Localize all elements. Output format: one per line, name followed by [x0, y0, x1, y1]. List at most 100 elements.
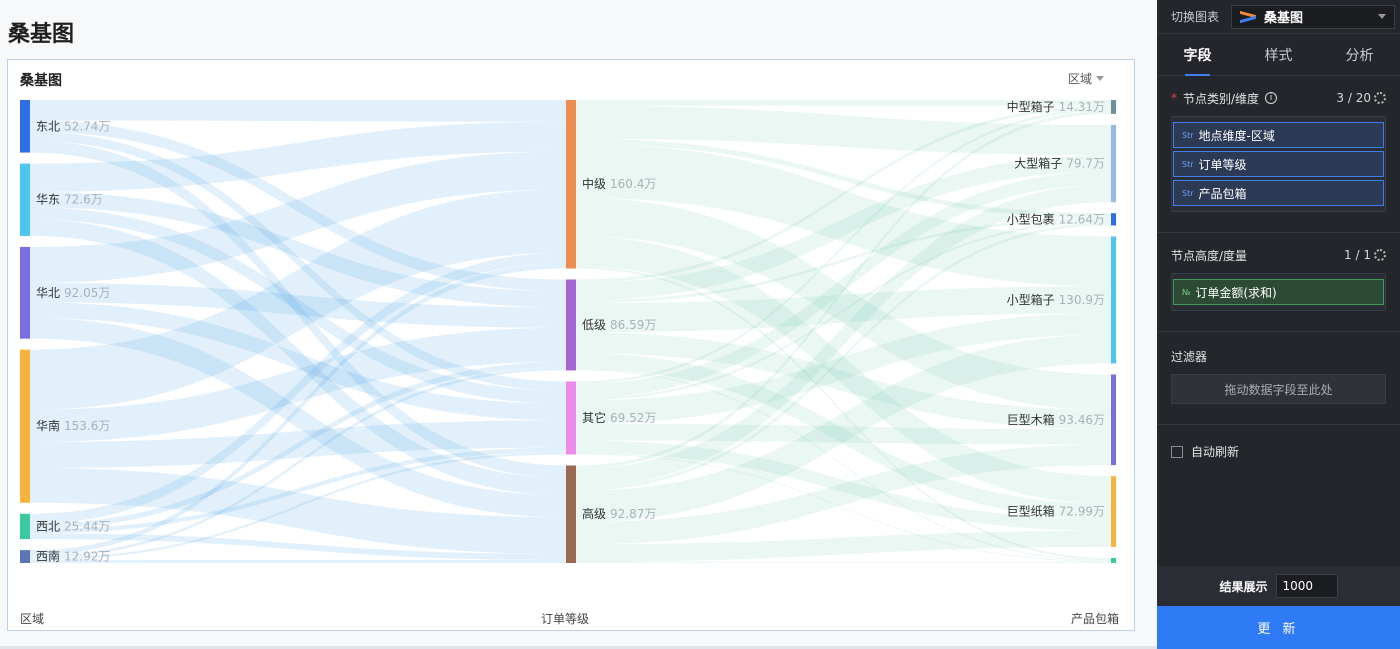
sankey-node-value: 12.92万: [64, 550, 110, 564]
sankey-node-name: 其它: [582, 410, 606, 425]
sankey-node-name: 华南: [36, 418, 60, 433]
sankey-link: [30, 367, 566, 558]
sankey-node-name: 西南: [36, 549, 60, 564]
measure-count: 1 / 1: [1344, 248, 1371, 262]
sankey-node-value: 92.87万: [610, 507, 656, 521]
result-display-label: 结果展示: [1219, 579, 1268, 594]
sankey-link: [576, 171, 1111, 399]
sankey-node-label: 小型包裹 12.64万: [1007, 211, 1105, 226]
sankey-node-value: 12.64万: [1059, 212, 1105, 226]
tab-analysis[interactable]: 分析: [1345, 47, 1374, 64]
sankey-node-name: 中级: [582, 176, 606, 191]
tab-style[interactable]: 样式: [1264, 47, 1293, 64]
sankey-link: [30, 252, 566, 524]
sankey-node-bar: [20, 163, 30, 236]
sankey-node-name: 西北: [36, 519, 60, 533]
divider: [1157, 424, 1400, 425]
sankey-link: [576, 444, 1111, 545]
sankey-node-bar: [1111, 476, 1116, 547]
dimension-count: 3 / 20: [1336, 91, 1371, 105]
measure-title: 节点高度/度量: [1171, 248, 1248, 263]
sankey-node-label: 高级 92.87万: [582, 506, 656, 521]
result-count-input[interactable]: [1275, 574, 1338, 598]
string-type-tag: Str: [1182, 188, 1194, 198]
dimension-field-list: Str 地点维度-区域 Str 订单等级 Str 产品包箱: [1171, 116, 1386, 212]
measure-section: 节点高度/度量 1 / 1 № 订单金额(求和): [1157, 233, 1400, 331]
sankey-link: [30, 120, 566, 292]
sankey-node-value: 69.52万: [610, 411, 656, 425]
sankey-node-name: 高级: [582, 506, 606, 521]
sankey-node-value: 72.6万: [64, 193, 103, 207]
sankey-link: [30, 207, 566, 404]
sankey-link: [30, 191, 566, 308]
sankey-node-bar: [566, 381, 576, 455]
auto-refresh-row: 自动刷新: [1171, 443, 1386, 460]
sankey-link: [576, 105, 1111, 283]
sankey-node-bar: [20, 550, 30, 563]
chevron-down-icon: [1096, 76, 1104, 81]
sankey-node-name: 东北: [36, 119, 60, 133]
string-type-tag: Str: [1182, 130, 1194, 140]
legend-selector[interactable]: 区域: [1068, 70, 1104, 87]
tab-fields[interactable]: 字段: [1157, 34, 1238, 76]
measure-field-list: № 订单金额(求和): [1171, 273, 1386, 311]
sankey-link: [30, 327, 566, 443]
chart-type-select[interactable]: 桑基图: [1231, 4, 1396, 29]
dimension-section: * 节点类别/维度 i 3 / 20 Str 地点维度-区域 Str 订单等级 …: [1157, 76, 1400, 232]
sankey-node-name: 低级: [582, 318, 606, 332]
sankey-link: [576, 453, 1111, 562]
sankey-node-label: 西南 12.92万: [36, 549, 110, 564]
measure-field-order-amount[interactable]: № 订单金额(求和): [1173, 279, 1384, 305]
sankey-node-label: 中级 160.4万: [582, 176, 656, 191]
sankey-node-value: 72.99万: [1059, 505, 1105, 519]
sankey-link: [30, 219, 566, 496]
sankey-link: [576, 143, 1111, 287]
page-title: 桑基图: [8, 22, 75, 47]
sankey-node-label: 小型箱子 130.9万: [1007, 292, 1105, 307]
sankey-link: [576, 218, 1111, 304]
sankey-link: [30, 533, 566, 560]
sankey-node-value: 153.6万: [64, 419, 110, 433]
divider: [1157, 232, 1400, 233]
sankey-node-name: 中型箱子: [1007, 99, 1055, 114]
sankey-node-name: 华北: [36, 286, 60, 300]
sankey-link: [30, 317, 566, 518]
sankey-link: [30, 263, 566, 556]
sankey-link: [576, 110, 1111, 469]
sankey-link: [576, 353, 1111, 519]
sankey-link: [576, 197, 1111, 411]
sankey-link: [30, 140, 566, 479]
sankey-link: [30, 282, 566, 328]
sankey-link: [576, 100, 1111, 106]
measure-header: 节点高度/度量 1 / 1: [1171, 245, 1386, 265]
gear-icon[interactable]: [1374, 92, 1386, 104]
filter-title: 过滤器: [1171, 349, 1208, 364]
dimension-header: * 节点类别/维度 i 3 / 20: [1171, 88, 1386, 108]
filter-drop-zone[interactable]: 拖动数据字段至此处: [1171, 374, 1386, 404]
gear-icon[interactable]: [1374, 249, 1386, 261]
sankey-link: [30, 420, 566, 469]
info-icon[interactable]: i: [1265, 92, 1278, 104]
sankey-node-name: 小型箱子: [1007, 292, 1055, 307]
update-button[interactable]: 更 新: [1157, 606, 1400, 649]
sankey-node-bar: [20, 100, 30, 153]
sankey-link: [576, 138, 1111, 219]
sankey-link: [576, 440, 1111, 531]
dimension-field-packaging[interactable]: Str 产品包箱: [1173, 180, 1384, 206]
sankey-node-label: 华北 92.05万: [36, 286, 110, 300]
sankey-link: [576, 220, 1111, 401]
auto-refresh-checkbox[interactable]: [1171, 445, 1183, 458]
chart-title: 桑基图: [20, 73, 62, 89]
dimension-field-region[interactable]: Str 地点维度-区域: [1173, 122, 1384, 148]
chart-type-value: 桑基图: [1264, 11, 1304, 26]
sankey-node-bar: [1111, 213, 1116, 226]
sankey-node-value: 86.59万: [610, 318, 656, 332]
sankey-link: [576, 423, 1111, 445]
filter-section: 过滤器 拖动数据字段至此处: [1157, 332, 1400, 424]
chevron-down-icon: [1378, 14, 1387, 19]
sankey-node-bar: [1111, 100, 1116, 114]
sankey-node-bar: [566, 100, 576, 269]
sankey-node-bar: [20, 513, 30, 540]
dimension-field-order-level[interactable]: Str 订单等级: [1173, 151, 1384, 177]
